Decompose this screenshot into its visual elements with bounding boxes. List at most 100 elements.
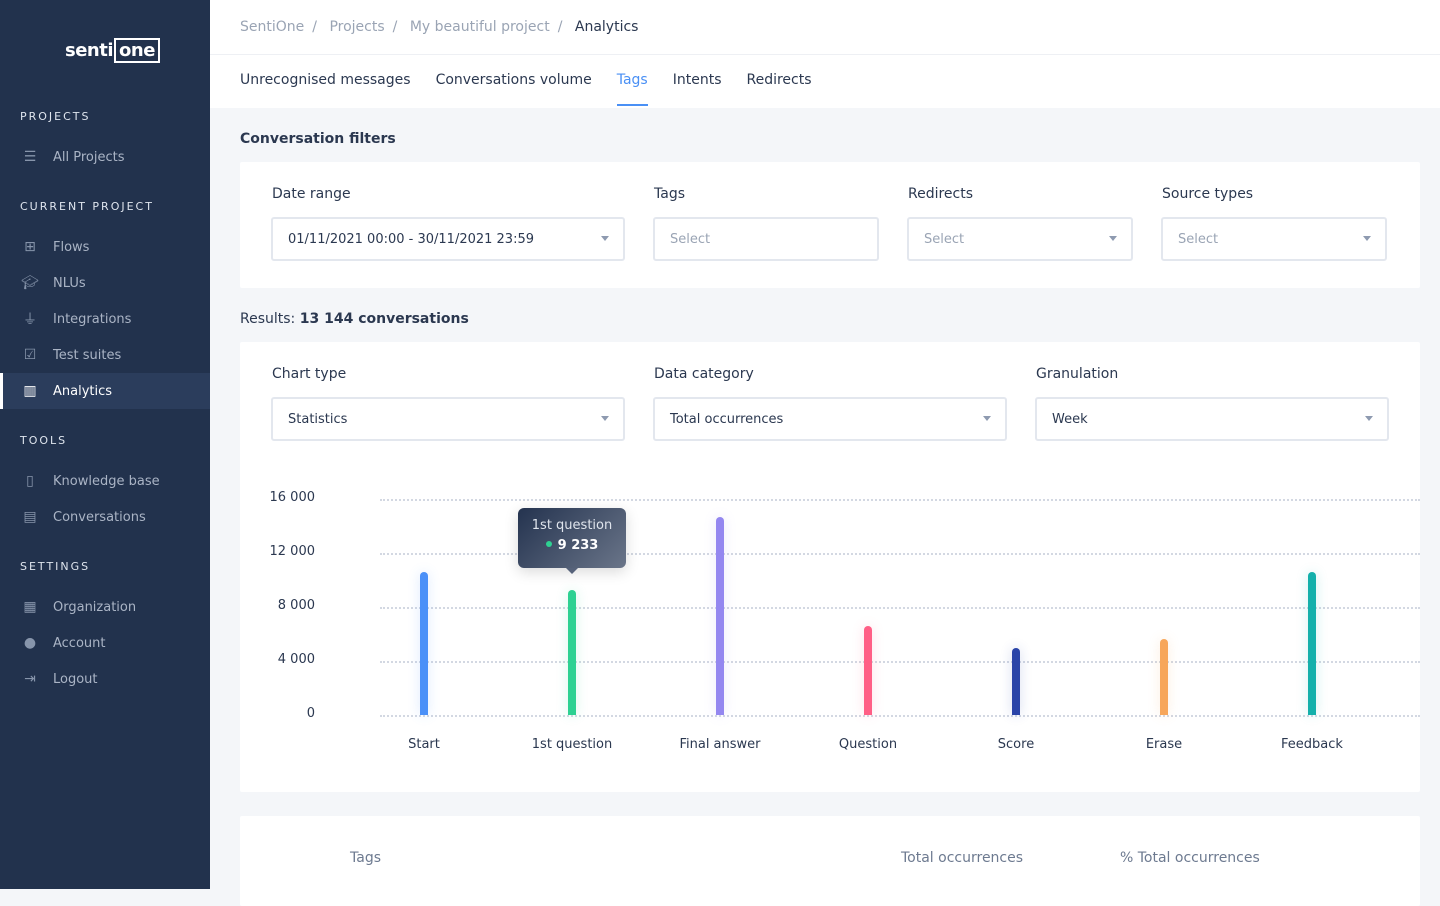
tab-redirects[interactable]: Redirects	[746, 72, 812, 88]
chevron-down-icon	[601, 236, 609, 241]
x-tick-label: Erase	[1145, 737, 1183, 752]
bar-score[interactable]	[1012, 647, 1020, 715]
x-tick-label: 1st question	[531, 737, 613, 752]
bar-feedback[interactable]	[1308, 571, 1316, 715]
date-range-label: Date range	[272, 186, 351, 202]
chart-type-label: Chart type	[272, 366, 347, 382]
sidebar-item-flows[interactable]: ⊞ Flows	[0, 229, 210, 265]
redirects-label: Redirects	[908, 186, 974, 202]
sidebar-item-label: Flows	[53, 239, 90, 255]
sidebar-item-organization[interactable]: ▦ Organization	[0, 589, 210, 625]
bar-start[interactable]	[420, 571, 428, 715]
sidebar-item-account[interactable]: ● Account	[0, 625, 210, 661]
sidebar-item-label: NLUs	[53, 275, 86, 291]
results: Results: 13 144 conversations	[240, 311, 469, 327]
tabs: Unrecognised messages Conversations volu…	[240, 72, 812, 106]
tab-unrecognised-messages[interactable]: Unrecognised messages	[240, 72, 411, 88]
sidebar-item-conversations[interactable]: ▤ Conversations	[0, 499, 210, 535]
y-tick-label: 4 000	[277, 652, 315, 667]
breadcrumb-sentione[interactable]: SentiOne	[240, 19, 305, 35]
breadcrumb-current: Analytics	[574, 19, 639, 35]
granulation-label: Granulation	[1036, 366, 1119, 382]
chart-type-select[interactable]: Statistics	[271, 397, 625, 441]
col-header-tags[interactable]: Tags	[350, 850, 381, 866]
x-tick-label: Start	[408, 737, 440, 752]
chart-card: Chart type Statistics Data category Tota…	[240, 342, 1420, 792]
bar-question[interactable]	[864, 625, 872, 715]
x-tick-label: Score	[997, 737, 1035, 752]
sidebar-item-test-suites[interactable]: ☑ Test suites	[0, 337, 210, 373]
filters-card: Date range 01/11/2021 00:00 - 30/11/2021…	[240, 162, 1420, 288]
chevron-down-icon	[1365, 416, 1373, 421]
bar-chart-icon: ▥	[23, 383, 37, 399]
filters-title: Conversation filters	[240, 131, 396, 147]
sidebar-item-label: Knowledge base	[53, 473, 160, 489]
sidebar-item-knowledge-base[interactable]: ▯ Knowledge base	[0, 463, 210, 499]
sidebar-item-label: All Projects	[53, 149, 125, 165]
breadcrumb-projects[interactable]: Projects	[329, 19, 385, 35]
sidebar-item-label: Test suites	[53, 347, 122, 363]
message-icon: ▤	[23, 509, 37, 525]
tab-intents[interactable]: Intents	[672, 72, 722, 88]
tab-conversations-volume[interactable]: Conversations volume	[435, 72, 592, 88]
tags-table: Tags Total occurrences % Total occurrenc…	[240, 816, 1420, 906]
plug-icon: ⏚	[23, 312, 37, 328]
sidebar-item-label: Integrations	[53, 311, 132, 327]
tags-select[interactable]: Select	[653, 217, 879, 261]
sidebar-item-label: Conversations	[53, 509, 146, 525]
graduation-cap-icon: 🎓︎	[21, 275, 39, 291]
tab-tags[interactable]: Tags	[616, 72, 648, 106]
y-tick-label: 8 000	[277, 598, 315, 613]
sidebar-item-label: Account	[53, 635, 106, 651]
col-header-percent[interactable]: % Total occurrences	[1120, 850, 1260, 866]
chevron-down-icon	[1109, 236, 1117, 241]
chart-tooltip: 1st question 9 233	[518, 508, 626, 574]
sidebar-item-label: Analytics	[53, 383, 113, 399]
building-icon: ▦	[23, 599, 37, 615]
sidebar: senti one PROJECTS CURRENT PROJECT TOOLS …	[0, 0, 210, 889]
sidebar-item-nlus[interactable]: 🎓︎ NLUs	[0, 265, 210, 301]
section-projects: PROJECTS	[20, 110, 91, 123]
gridline	[380, 553, 1420, 555]
bar-erase[interactable]	[1160, 639, 1168, 715]
x-tick-label: Question	[838, 737, 898, 752]
sentione-logo[interactable]: senti one	[65, 38, 160, 63]
granulation-select[interactable]: Week	[1035, 397, 1389, 441]
gridline	[380, 499, 1420, 501]
sidebar-item-label: Organization	[53, 599, 137, 615]
gridline	[380, 715, 1420, 717]
bar-final-answer[interactable]	[716, 516, 724, 715]
breadcrumb-project[interactable]: My beautiful project	[409, 19, 550, 35]
sidebar-item-label: Logout	[53, 671, 98, 687]
sidebar-item-all-projects[interactable]: ☰ All Projects	[0, 139, 210, 175]
chevron-down-icon	[1363, 236, 1371, 241]
checklist-icon: ☑	[23, 347, 37, 363]
flows-icon: ⊞	[24, 239, 36, 255]
section-current-project: CURRENT PROJECT	[20, 200, 154, 213]
chevron-down-icon	[601, 416, 609, 421]
y-tick-label: 12 000	[269, 544, 316, 559]
gridline	[380, 661, 1420, 663]
sidebar-item-analytics[interactable]: ▥ Analytics	[0, 373, 210, 409]
book-icon: ▯	[26, 473, 34, 489]
gridline	[380, 607, 1420, 609]
x-tick-label: Feedback	[1281, 737, 1343, 752]
source-types-select[interactable]: Select	[1161, 217, 1387, 261]
bar-1st-question[interactable]	[568, 590, 576, 715]
sidebar-item-integrations[interactable]: ⏚ Integrations	[0, 301, 210, 337]
redirects-select[interactable]: Select	[907, 217, 1133, 261]
chevron-down-icon	[983, 416, 991, 421]
x-tick-label: Final answer	[679, 737, 761, 752]
date-range-select[interactable]: 01/11/2021 00:00 - 30/11/2021 23:59	[271, 217, 625, 261]
logout-icon: ⇥	[24, 671, 36, 687]
y-tick-label: 0	[306, 706, 315, 721]
data-category-select[interactable]: Total occurrences	[653, 397, 1007, 441]
sidebar-item-logout[interactable]: ⇥ Logout	[0, 661, 210, 697]
tags-label: Tags	[654, 186, 685, 202]
tooltip-title: 1st question	[531, 518, 613, 533]
data-category-label: Data category	[654, 366, 754, 382]
list-icon: ☰	[23, 149, 37, 165]
col-header-total[interactable]: Total occurrences	[901, 850, 1024, 866]
tooltip-value: 9 233	[557, 538, 599, 553]
section-tools: TOOLS	[20, 434, 68, 447]
